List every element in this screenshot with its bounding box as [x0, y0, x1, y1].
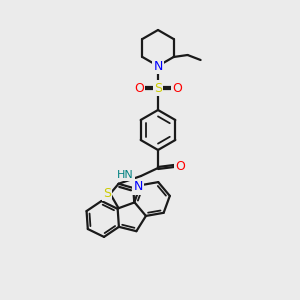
Text: O: O [134, 82, 144, 94]
Text: N: N [134, 181, 143, 194]
Text: O: O [172, 82, 182, 94]
Text: S: S [154, 82, 162, 94]
Text: S: S [103, 187, 111, 200]
Text: O: O [175, 160, 185, 172]
Text: HN: HN [117, 170, 134, 180]
Text: N: N [153, 59, 163, 73]
